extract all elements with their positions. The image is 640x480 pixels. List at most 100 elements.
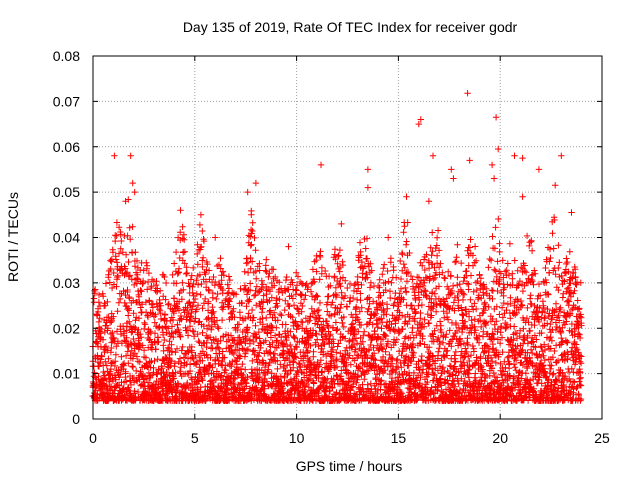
- data-point: [428, 252, 435, 259]
- data-point: [199, 348, 207, 355]
- data-point: [332, 291, 339, 298]
- data-point: [115, 224, 123, 231]
- data-point: [548, 362, 555, 369]
- data-point: [528, 247, 536, 254]
- data-point: [131, 350, 139, 357]
- data-point: [262, 262, 269, 269]
- data-point: [280, 390, 287, 397]
- data-point: [506, 240, 514, 247]
- data-point: [219, 306, 227, 313]
- data-point: [332, 319, 340, 326]
- data-point: [244, 374, 251, 381]
- data-point: [261, 385, 268, 392]
- data-point: [114, 272, 122, 279]
- data-point: [233, 358, 240, 365]
- data-point: [172, 369, 179, 376]
- data-point: [150, 364, 157, 372]
- data-point: [215, 325, 222, 332]
- data-point: [460, 312, 467, 319]
- data-point: [118, 237, 125, 245]
- data-point: [273, 324, 280, 331]
- data-point: [282, 333, 289, 340]
- data-point: [211, 314, 218, 321]
- data-point: [189, 289, 196, 297]
- data-point: [217, 337, 224, 344]
- data-point: [374, 282, 382, 290]
- data-point: [367, 279, 375, 286]
- data-point: [164, 344, 172, 351]
- data-point: [250, 314, 257, 321]
- data-point: [556, 259, 563, 266]
- data-point: [491, 321, 498, 328]
- data-point: [247, 265, 254, 272]
- data-point: [210, 273, 217, 281]
- data-point: [381, 331, 388, 338]
- data-point: [245, 310, 252, 317]
- data-point: [197, 291, 204, 298]
- data-point: [136, 343, 144, 351]
- data-point: [126, 295, 133, 302]
- data-point: [105, 274, 112, 281]
- data-point: [130, 390, 138, 397]
- data-point: [170, 375, 178, 382]
- data-point: [276, 279, 283, 286]
- data-point: [271, 385, 279, 393]
- data-point: [467, 272, 475, 279]
- data-point: [156, 306, 163, 313]
- data-point: [165, 325, 172, 332]
- data-point: [225, 296, 233, 304]
- data-point: [325, 293, 332, 300]
- data-point: [134, 329, 141, 336]
- data-point: [125, 312, 132, 319]
- data-point: [141, 325, 148, 333]
- data-point: [130, 297, 137, 304]
- data-point: [244, 269, 252, 276]
- data-point: [194, 261, 201, 268]
- data-point: [114, 308, 121, 315]
- data-point: [122, 270, 130, 277]
- data-point: [167, 317, 174, 324]
- data-point: [282, 321, 289, 328]
- data-point: [169, 271, 176, 279]
- data-point: [276, 296, 283, 303]
- data-point: [274, 302, 281, 310]
- data-point: [547, 254, 554, 262]
- data-point: [125, 307, 133, 314]
- data-point: [244, 259, 252, 266]
- data-point: [280, 363, 288, 370]
- data-point: [193, 306, 200, 313]
- data-point: [171, 360, 179, 367]
- data-point: [194, 241, 201, 248]
- data-point: [151, 357, 158, 365]
- data-point: [177, 229, 184, 236]
- data-point: [98, 353, 106, 360]
- data-point: [225, 273, 233, 280]
- data-point: [243, 291, 251, 298]
- data-point: [402, 284, 409, 292]
- data-point: [429, 229, 436, 236]
- data-point: [333, 372, 340, 379]
- data-point: [249, 357, 256, 365]
- data-point: [239, 360, 246, 368]
- data-point: [205, 267, 213, 274]
- data-point: [238, 300, 246, 307]
- data-point: [160, 293, 167, 300]
- data-point: [261, 376, 268, 384]
- data-point: [224, 281, 231, 288]
- data-point: [114, 273, 121, 281]
- data-point: [542, 264, 549, 272]
- data-point: [193, 277, 200, 284]
- data-point: [100, 368, 107, 376]
- data-point: [128, 276, 135, 283]
- data-point: [270, 309, 278, 316]
- data-point: [509, 275, 516, 282]
- data-point: [152, 311, 159, 318]
- data-point: [310, 348, 317, 355]
- data-point: [564, 338, 571, 346]
- data-point: [263, 314, 270, 322]
- data-point: [488, 287, 496, 294]
- data-point: [154, 356, 161, 363]
- data-point: [309, 279, 316, 286]
- data-point: [96, 315, 103, 322]
- data-point: [404, 219, 411, 226]
